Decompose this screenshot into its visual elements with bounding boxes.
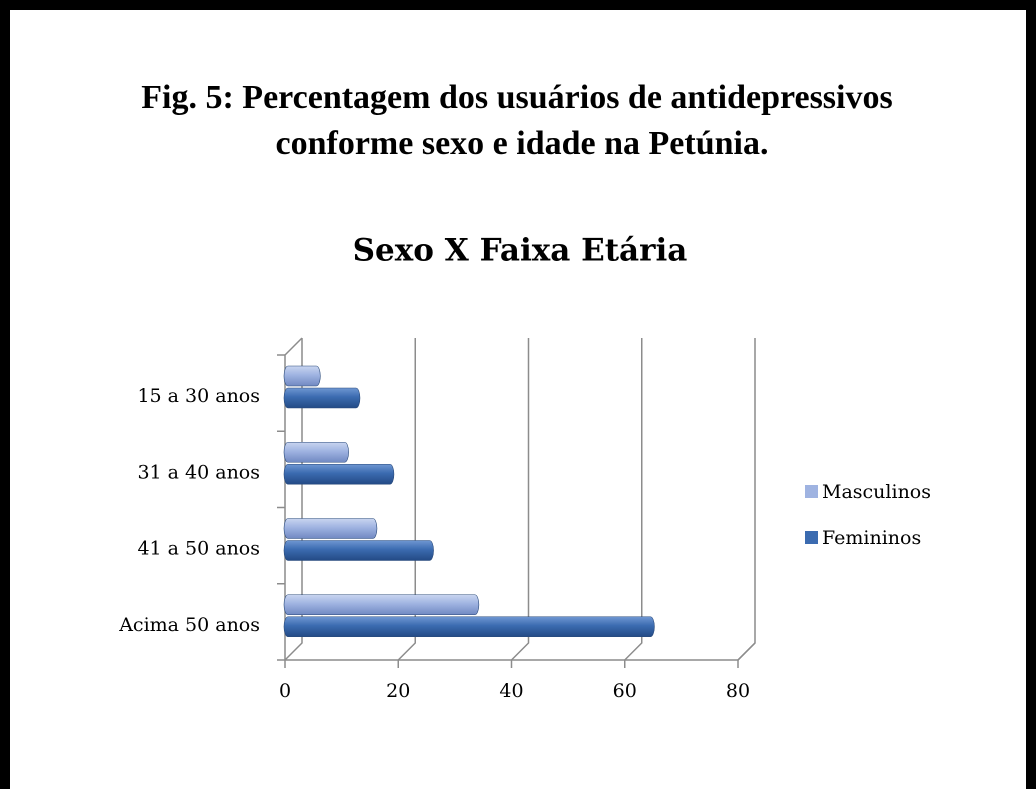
legend-swatch: [805, 485, 818, 498]
caption-line: Fig. 5: Percentagem dos usuários de anti…: [141, 79, 892, 116]
legend-label: Masculinos: [822, 481, 931, 503]
y-tick-label: 31 a 40 anos: [137, 461, 260, 483]
bar: [283, 387, 361, 409]
legend-swatch: [805, 531, 818, 544]
grid-line: [510, 338, 530, 661]
x-tick-label: 20: [386, 680, 410, 702]
bar: [283, 616, 655, 638]
grid-line: [284, 338, 303, 661]
x-tick-label: 60: [613, 680, 637, 702]
caption-line: conforme sexo e idade na Petúnia.: [276, 125, 769, 162]
y-tick-label: Acima 50 anos: [118, 614, 260, 636]
grid-line: [624, 338, 643, 661]
bar: [283, 540, 434, 561]
chart-title: Sexo X Faixa Etária: [353, 233, 688, 269]
grid-line: [397, 338, 416, 661]
y-tick-label: 41 a 50 anos: [137, 538, 260, 560]
x-tick-label: 80: [726, 680, 750, 702]
bar: [283, 518, 378, 539]
bar: [283, 463, 395, 485]
bar: [283, 594, 480, 616]
bar: [283, 365, 321, 387]
legend-label: Femininos: [822, 527, 921, 549]
x-tick-label: 40: [499, 680, 523, 702]
bar: [283, 441, 349, 463]
x-tick-label: 0: [279, 680, 291, 702]
grid-line: [737, 338, 756, 661]
y-tick-label: 15 a 30 anos: [137, 385, 260, 407]
